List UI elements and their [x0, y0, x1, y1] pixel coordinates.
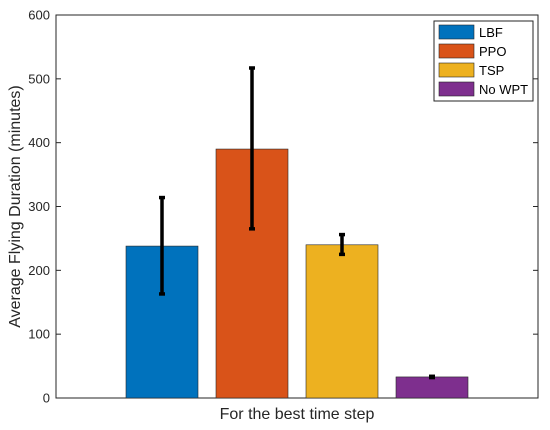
legend-swatch: [438, 43, 475, 59]
legend-label: PPO: [479, 44, 506, 59]
y-tick-label: 200: [28, 263, 50, 278]
y-tick-label: 500: [28, 71, 50, 86]
legend-label: TSP: [479, 63, 504, 78]
legend-swatch: [438, 24, 475, 40]
bar-tsp: [305, 244, 379, 399]
y-tick-label: 300: [28, 199, 50, 214]
error-bar-lbf: [159, 195, 165, 296]
y-tick-label: 600: [28, 8, 50, 23]
legend: LBF PPO TSP No WPT: [433, 20, 534, 102]
y-tick-label: 400: [28, 135, 50, 150]
legend-label: No WPT: [479, 82, 528, 97]
legend-swatch: [438, 62, 475, 78]
legend-swatch: [438, 81, 475, 97]
error-bar-ppo: [249, 66, 255, 231]
x-axis-label: For the best time step: [220, 406, 375, 423]
bar-no-wpt: [395, 376, 469, 399]
error-bar-no-wpt: [429, 374, 435, 380]
legend-label: LBF: [479, 25, 503, 40]
error-bar-tsp: [339, 232, 345, 257]
error-bars-group: [159, 66, 435, 380]
y-axis-ticks: 0 100 200 300 400 500 600: [28, 8, 538, 406]
y-axis-label: Average Flying Duration (minutes): [7, 85, 24, 327]
y-tick-label: 100: [28, 327, 50, 342]
y-tick-label: 0: [43, 391, 50, 406]
